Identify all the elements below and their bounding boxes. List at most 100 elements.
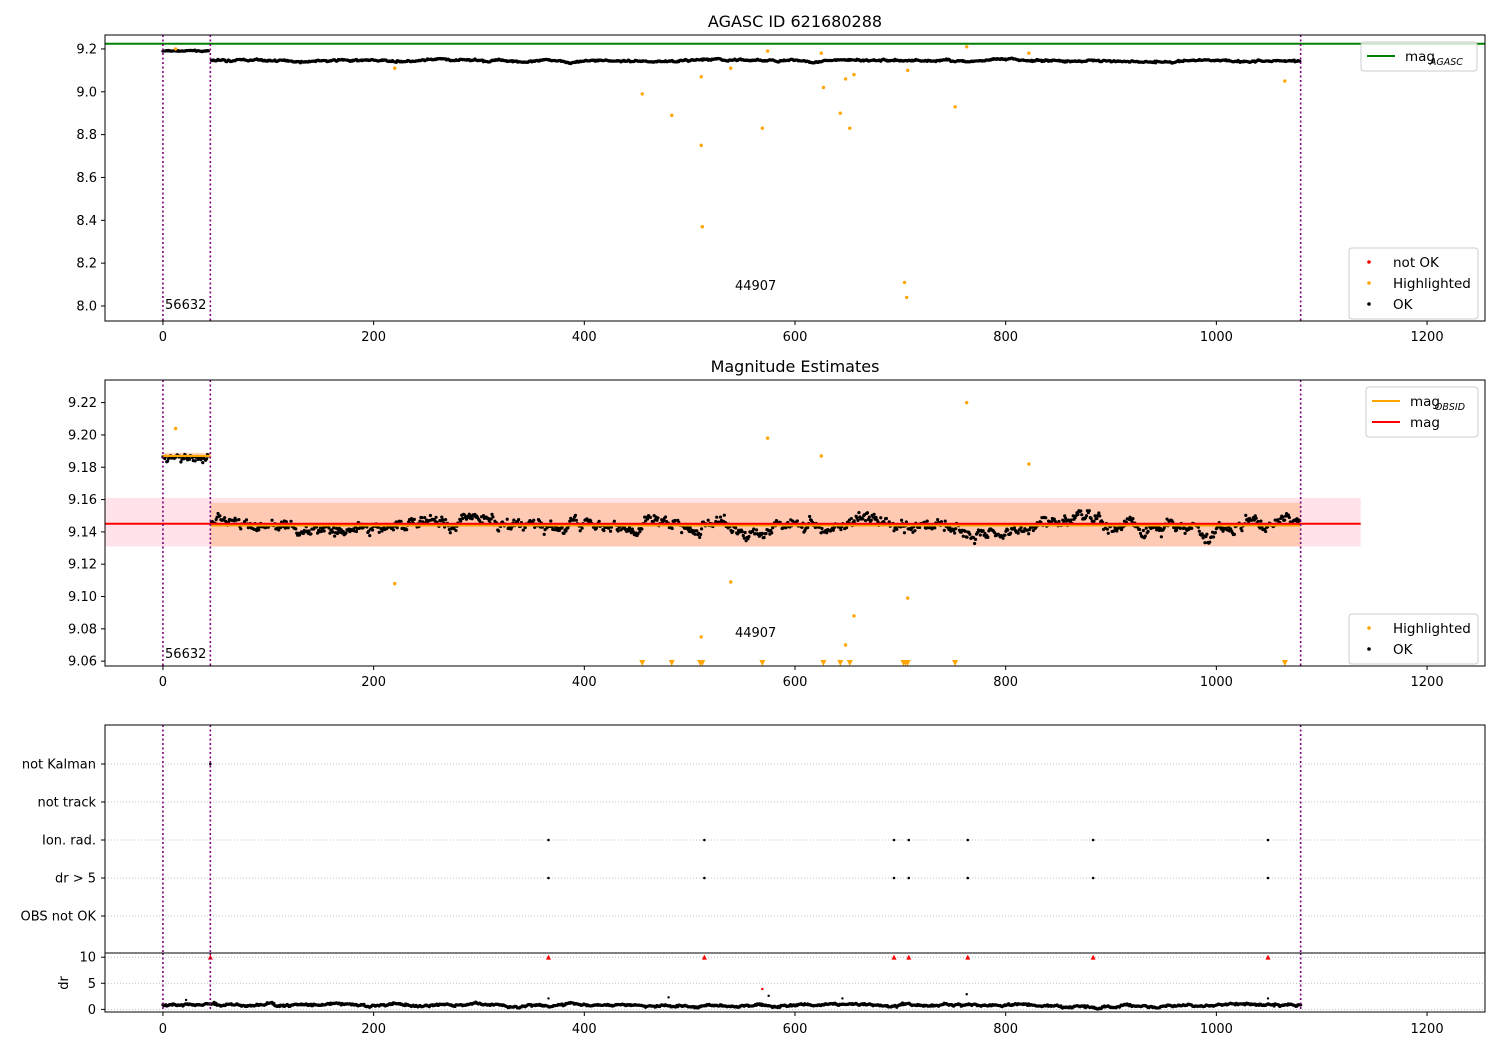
estimates-clipped-marker — [668, 660, 675, 666]
estimates-ok-point — [1093, 514, 1097, 518]
estimates-panel: Magnitude Estimates 9.06 9.08 9.10 9.12 9.14… — [68, 357, 1486, 690]
estimates-ok-point — [1092, 519, 1096, 523]
dr-axis-label: dr — [57, 976, 72, 990]
estimates-ok-point — [368, 533, 372, 538]
dr-clipped-marker — [965, 954, 971, 960]
dr-xtick-label: 200 — [361, 1022, 386, 1037]
estimates-ok-point — [327, 526, 331, 530]
estimates-highlighted-point — [392, 581, 397, 586]
estimates-ok-point — [608, 529, 613, 533]
estimates-ok-point — [630, 527, 634, 531]
agasc-highlighted-point — [760, 126, 765, 130]
estimates-ok-point — [1259, 519, 1263, 523]
estimates-ok-point — [423, 516, 427, 520]
estimates-ok-point — [973, 541, 977, 546]
estimates-ok-point — [900, 518, 904, 522]
flags-flag-point — [547, 876, 550, 880]
estimates-ok-point — [795, 519, 799, 523]
estimates-ok-point — [239, 527, 243, 531]
estimates-ok-point — [1003, 533, 1007, 537]
estimates-highlighted-point — [965, 400, 969, 405]
estimates-highlighted-point — [1027, 462, 1031, 466]
estimates-ok-point — [734, 526, 738, 530]
estimates-ok-point — [166, 459, 170, 463]
estimates-ok-point — [693, 532, 697, 536]
estimates-ok-point — [1137, 527, 1142, 531]
estimates-ok-point — [715, 515, 719, 519]
agasc-highlighted-point — [640, 92, 644, 96]
estimates-ok-point — [887, 520, 891, 524]
estimates-ok-point — [284, 520, 288, 524]
flags-flag-point — [547, 838, 550, 842]
estimates-ok-point — [839, 527, 843, 532]
estimates-highlighted-point — [699, 635, 703, 639]
estimates-ok-point — [1095, 516, 1099, 521]
estimates-ok-point — [645, 517, 650, 521]
estimates-ok-point — [1097, 511, 1101, 515]
estimates-ok-point — [1131, 517, 1135, 521]
agasc-lower-legend — [1348, 247, 1479, 320]
estimates-ok-point — [216, 511, 220, 516]
estimates-ok-point — [571, 518, 576, 522]
estimates-ok-point — [892, 529, 896, 533]
estimates-ok-point — [963, 529, 967, 533]
agasc-obsid-label: 44907 — [735, 279, 776, 294]
flags-flag-point — [1266, 838, 1270, 842]
estimates-ok-point — [560, 525, 564, 530]
estimates-ok-point — [589, 519, 593, 523]
agasc-legend-subscript: AGASC — [1429, 57, 1463, 68]
estimates-ok-point — [1205, 532, 1209, 536]
estimates-ok-point — [1119, 527, 1124, 532]
estimates-legend-dot-swatch — [1367, 626, 1371, 630]
estimates-ok-point — [670, 526, 674, 531]
agasc-ytick-label: 8.8 — [76, 128, 97, 143]
estimates-ok-point — [549, 519, 553, 523]
estimates-ok-point — [754, 528, 759, 532]
estimates-ok-point — [656, 516, 660, 520]
estimates-ok-point — [640, 527, 644, 531]
estimates-ok-point — [395, 526, 399, 530]
estimates-ok-point — [925, 519, 929, 523]
estimates-panel-title: Magnitude Estimates — [711, 357, 880, 376]
estimates-ok-point — [983, 531, 987, 536]
estimates-ok-point — [1143, 534, 1147, 538]
estimates-ok-point — [752, 527, 756, 531]
agasc-legend-dot-swatch — [1367, 281, 1371, 285]
agasc-highlighted-point — [848, 126, 852, 130]
dr-xtick-label: 600 — [783, 1022, 808, 1037]
estimates-ok-point — [1144, 526, 1148, 530]
estimates-ok-point — [516, 518, 521, 522]
agasc-xtick-label: 1200 — [1411, 330, 1444, 345]
estimates-ok-point — [1232, 532, 1236, 537]
estimates-ok-point — [986, 535, 990, 539]
estimates-xtick-label: 0 — [159, 675, 167, 690]
estimates-ytick-label: 9.18 — [68, 461, 97, 476]
estimates-ok-point — [820, 526, 824, 531]
estimates-ok-point — [943, 519, 947, 523]
estimates-ok-point — [334, 526, 339, 530]
estimates-ok-point — [223, 516, 227, 520]
agasc-ok-point — [206, 49, 211, 53]
estimates-highlighted-point — [852, 614, 856, 618]
estimates-ok-point — [1044, 516, 1048, 520]
estimates-clipped-marker — [699, 660, 706, 666]
agasc-highlighted-point — [906, 68, 910, 73]
flags-panel: not Kalman not track Ion. rad. dr > 5 OBS no… — [21, 724, 1486, 954]
estimates-ok-point — [578, 529, 582, 533]
estimates-ok-point — [201, 461, 205, 465]
estimates-ok-point — [1019, 525, 1023, 529]
estimates-ok-point — [1249, 518, 1254, 522]
estimates-ok-point — [532, 518, 536, 522]
estimates-ok-point — [771, 526, 775, 530]
estimates-ok-point — [237, 518, 241, 522]
estimates-xtick-label: 1000 — [1200, 675, 1233, 690]
dr-outlier-point — [965, 993, 968, 996]
estimates-ok-point — [954, 527, 958, 531]
estimates-ok-point — [441, 518, 445, 522]
estimates-obsid-label: 44907 — [735, 626, 776, 641]
estimates-ok-point — [294, 527, 298, 531]
estimates-ok-point — [461, 516, 465, 521]
estimates-ok-point — [505, 517, 509, 521]
estimates-ok-point — [760, 531, 764, 535]
flags-flag-point — [907, 838, 911, 842]
